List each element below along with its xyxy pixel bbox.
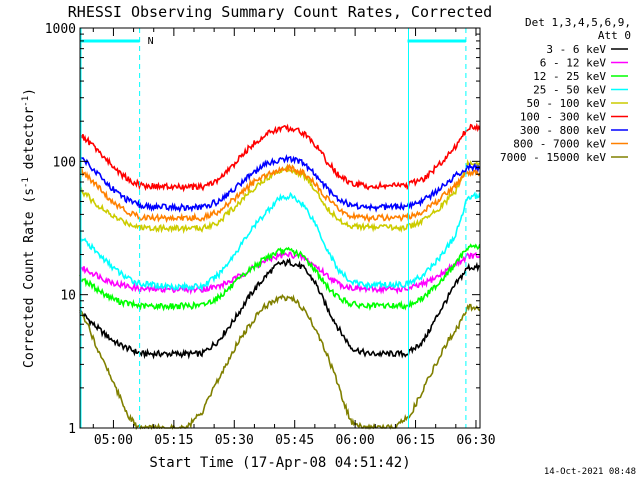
x-tick-label: 05:30 [215, 433, 254, 448]
legend-label: 6 - 12 keV [540, 57, 607, 70]
legend-label: 300 - 800 keV [520, 124, 606, 137]
series-line [79, 158, 481, 235]
y-tick-label: 1 [68, 422, 76, 437]
x-tick-label: 05:45 [275, 433, 314, 448]
legend-label: 100 - 300 keV [520, 111, 606, 124]
x-tick-label: 05:15 [154, 433, 193, 448]
x-tick-label: 05:00 [94, 433, 133, 448]
series-line [79, 153, 481, 213]
y-axis-label: Corrected Count Rate (s-1 detector-1) [21, 88, 37, 368]
axes: 05:00 05:15 05:30 05:45 06:00 06:15 06:30 1 10 10… [45, 22, 496, 448]
series-line [79, 163, 481, 224]
legend-label: 50 - 100 keV [527, 97, 607, 110]
series-line [79, 243, 481, 312]
legend-header-line-1: Det 1,3,4,5,6,9, [525, 16, 631, 29]
y-tick-label: 10 [60, 289, 76, 304]
x-tick-label: 06:15 [396, 433, 435, 448]
night-markers: N [80, 28, 467, 428]
x-tick-label: 06:30 [456, 433, 495, 448]
series-layer [79, 122, 481, 431]
series-line [79, 257, 481, 360]
series-line [79, 191, 481, 292]
y-tick-label: 1000 [45, 22, 76, 37]
x-tick-label: 06:00 [336, 433, 375, 448]
y-tick-label: 100 [53, 155, 76, 170]
legend-label: 7000 - 15000 keV [500, 151, 606, 164]
legend-label: 3 - 6 keV [546, 43, 606, 56]
series-line [79, 122, 481, 193]
x-axis-label: Start Time (17-Apr-08 04:51:42) [149, 455, 410, 471]
legend-label: 12 - 25 keV [533, 70, 606, 83]
series-line [79, 293, 481, 431]
chart-title: RHESSI Observing Summary Count Rates, Co… [68, 3, 492, 21]
footer-timestamp: 14-Oct-2021 08:48 [544, 467, 636, 477]
night-marker-label: N [148, 36, 154, 47]
legend-label: 25 - 50 keV [533, 84, 606, 97]
plot-frame [79, 27, 481, 429]
series-line [79, 251, 481, 296]
legend-header-line-2: Att 0 [598, 29, 631, 42]
legend-label: 800 - 7000 keV [513, 138, 606, 151]
